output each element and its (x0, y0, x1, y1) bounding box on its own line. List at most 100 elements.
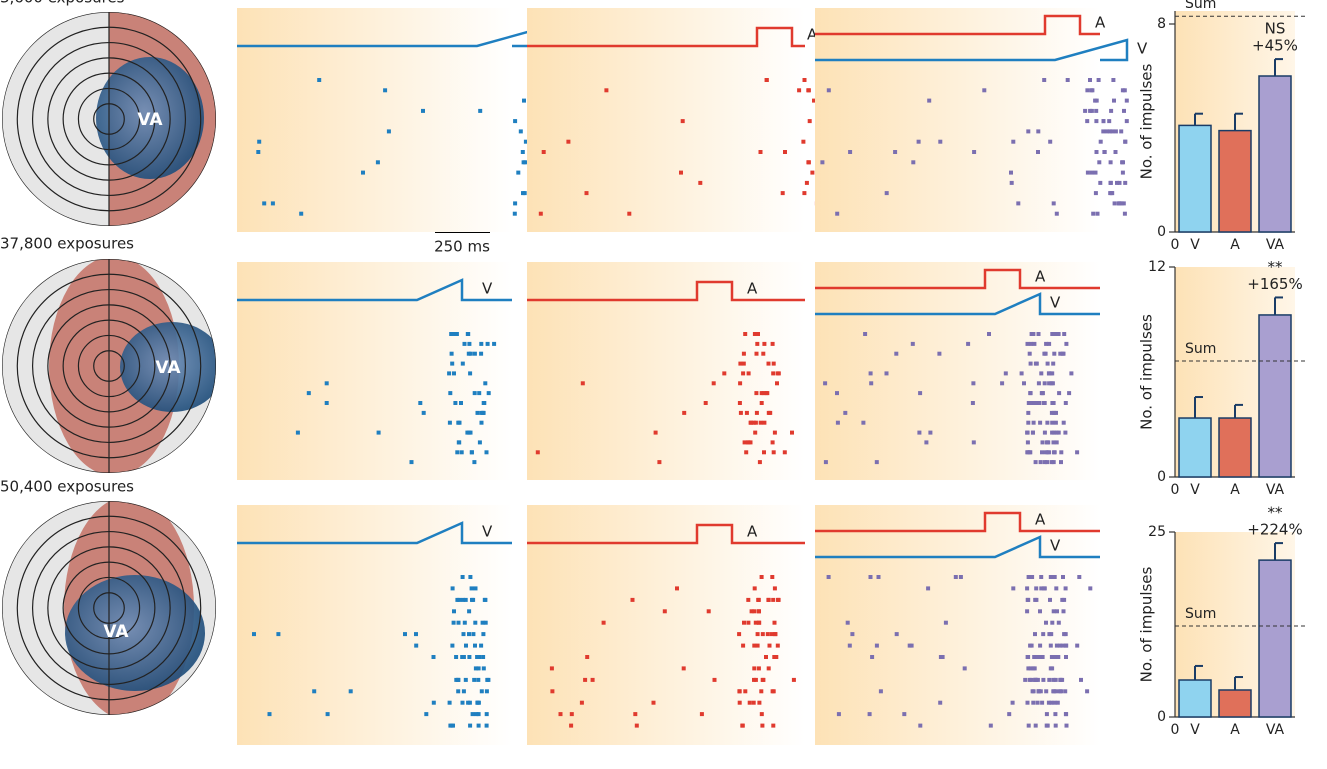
raster-bg (527, 505, 805, 745)
spike (1098, 139, 1103, 144)
spike (752, 666, 757, 671)
spike (1053, 723, 1058, 728)
spike (918, 391, 923, 396)
rf-label: VA (137, 110, 163, 130)
spike (1011, 139, 1016, 144)
spike (431, 655, 436, 659)
spike (456, 677, 461, 682)
spike (1052, 655, 1057, 659)
spike (911, 160, 916, 165)
spike (835, 420, 840, 425)
spike (1011, 586, 1016, 591)
spike (771, 689, 776, 694)
rf-label: VA (103, 622, 129, 642)
spike (1088, 586, 1093, 591)
spike (306, 391, 311, 396)
spike (467, 341, 472, 346)
spike (522, 191, 527, 196)
spike (675, 586, 679, 591)
spike (1064, 655, 1068, 659)
spike (1108, 160, 1113, 165)
spike (1088, 108, 1093, 113)
spike (1047, 371, 1051, 376)
spike (1122, 211, 1127, 216)
spike (868, 575, 873, 579)
spike (1028, 361, 1033, 366)
raster-bg (237, 262, 512, 480)
spike (1052, 332, 1057, 336)
spike (1063, 430, 1068, 435)
spike (403, 632, 407, 637)
spike (462, 620, 467, 625)
annotation: NS (1265, 20, 1286, 38)
stimulus-trace (815, 268, 1100, 290)
spike (1059, 689, 1064, 694)
spike (1042, 430, 1047, 435)
spike (456, 689, 461, 694)
spike (752, 643, 757, 648)
spike (1033, 632, 1037, 637)
spike (484, 450, 489, 455)
spike (454, 332, 459, 336)
spike (682, 410, 687, 415)
spike (1051, 201, 1056, 206)
spike (1044, 689, 1049, 694)
spike (746, 597, 751, 602)
spike (755, 632, 760, 637)
spike (1057, 391, 1062, 396)
spike (767, 643, 772, 648)
spike (966, 341, 971, 346)
spike (971, 381, 976, 386)
spike (894, 351, 899, 356)
spike (971, 440, 976, 445)
spike (1036, 129, 1041, 134)
spike (987, 332, 991, 336)
spike (513, 201, 518, 206)
spike (1042, 381, 1047, 386)
spike (845, 620, 850, 625)
spike (910, 341, 915, 346)
spike (744, 410, 749, 415)
spike (459, 401, 463, 405)
spike (680, 119, 685, 124)
spike (1043, 351, 1048, 356)
spike (940, 655, 945, 659)
spike (1032, 655, 1037, 659)
spike (835, 211, 840, 216)
spike (970, 401, 975, 405)
spike (1038, 609, 1042, 614)
spike (769, 632, 774, 637)
spike (1085, 88, 1090, 93)
spike (463, 597, 468, 602)
spike (1077, 575, 1082, 579)
spike (801, 139, 806, 144)
spike (558, 712, 563, 717)
spike (1036, 381, 1041, 386)
spike (1010, 700, 1015, 705)
spike (1120, 170, 1125, 175)
spike (1094, 108, 1099, 113)
spike (1036, 332, 1041, 336)
spike (1038, 420, 1043, 425)
spike (759, 689, 764, 694)
stimulus-label: A (1035, 268, 1046, 286)
spike (1026, 401, 1031, 405)
spike (1038, 643, 1043, 648)
spike (461, 655, 466, 659)
spike (1047, 381, 1052, 386)
stimulus-label: V (1050, 294, 1061, 312)
spike (745, 440, 750, 445)
stimulus-trace (527, 26, 805, 48)
spike (1093, 170, 1098, 175)
x-tick-label: A (1230, 722, 1240, 738)
spike (806, 160, 811, 165)
x-origin-label: 0 (1171, 482, 1180, 498)
spike (455, 450, 460, 455)
spike (1034, 586, 1039, 591)
spike (1075, 643, 1080, 648)
spike (703, 401, 708, 405)
spike (869, 381, 874, 386)
spike (1075, 450, 1080, 455)
raster-bg (815, 8, 1100, 232)
spike (746, 371, 751, 376)
